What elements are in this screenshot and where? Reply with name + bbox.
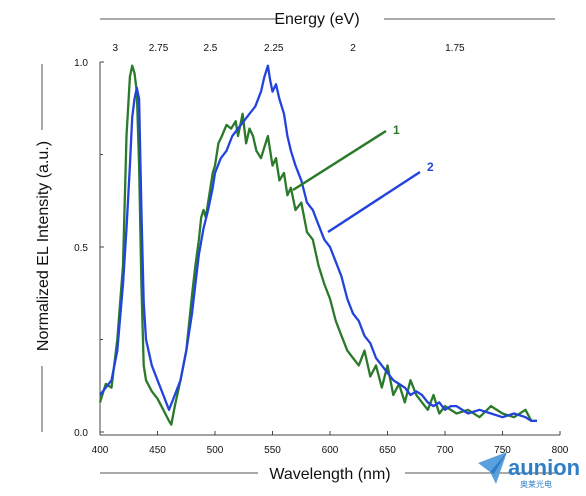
annotation-1-label: 1 bbox=[393, 123, 400, 137]
top-tick-label: 2.75 bbox=[149, 43, 169, 54]
y-axis-title: Normalized EL Intensity (a.u.) bbox=[35, 141, 52, 351]
x-tick-label: 550 bbox=[264, 445, 281, 456]
top-tick-label: 2 bbox=[350, 43, 356, 54]
paper-plane-icon bbox=[478, 452, 507, 484]
x-axis-title: Wavelength (nm) bbox=[269, 466, 390, 483]
logo-wordmark: aunion bbox=[508, 455, 580, 480]
annotation-2-leader bbox=[327, 170, 421, 234]
x-tick-label: 750 bbox=[494, 445, 511, 456]
x-tick-label: 400 bbox=[92, 445, 109, 456]
x-tick-label: 700 bbox=[437, 445, 454, 456]
y-tick-label: 1.0 bbox=[74, 58, 88, 69]
top-tick-label: 2.25 bbox=[264, 43, 284, 54]
x-tick-label: 600 bbox=[322, 445, 339, 456]
y-tick-label: 0.0 bbox=[74, 428, 88, 439]
aunion-logo: aunion 奥莱光电 bbox=[478, 452, 580, 489]
series-layer bbox=[98, 64, 537, 426]
x-tick-label: 800 bbox=[552, 445, 569, 456]
top-tick-label: 2.5 bbox=[203, 43, 217, 54]
x-tick-label: 450 bbox=[149, 445, 166, 456]
logo-subtext: 奥莱光电 bbox=[520, 479, 552, 489]
series-line-2 bbox=[99, 64, 537, 423]
top-tick-label: 3 bbox=[113, 43, 119, 54]
y-tick-label: 0.5 bbox=[74, 243, 88, 254]
top-axis-title: Energy (eV) bbox=[274, 11, 359, 28]
top-axis-ticks: 3 2.75 2.5 2.25 2 1.75 bbox=[113, 43, 465, 54]
x-axis-ticks: 400 450 500 550 600 650 700 750 800 bbox=[92, 431, 569, 456]
x-tick-label: 500 bbox=[207, 445, 224, 456]
top-tick-label: 1.75 bbox=[445, 43, 465, 54]
y-axis-ticks: 0.0 0.5 1.0 bbox=[74, 58, 104, 439]
annotation-2-label: 2 bbox=[427, 160, 434, 174]
series-line-1 bbox=[98, 64, 537, 426]
annotation-1-leader bbox=[292, 129, 387, 192]
x-tick-label: 650 bbox=[379, 445, 396, 456]
